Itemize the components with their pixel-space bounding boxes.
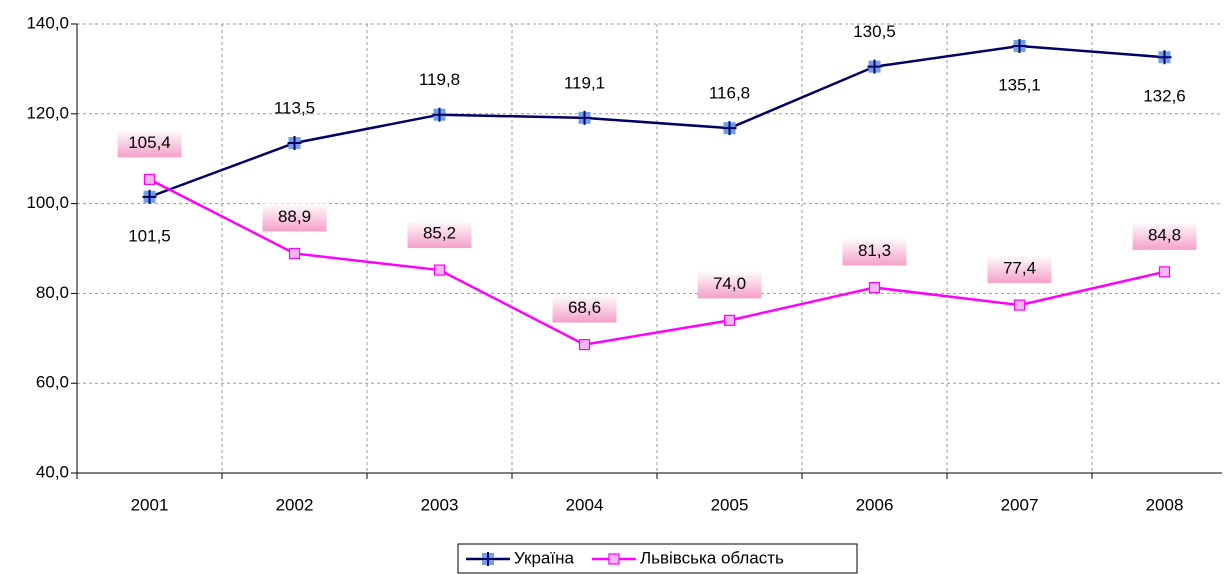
- x-tick-label: 2007: [1001, 495, 1039, 514]
- x-tick-label: 2005: [711, 495, 749, 514]
- marker-cross: [1012, 39, 1027, 54]
- data-label: 105,4: [128, 133, 171, 152]
- marker: [142, 189, 157, 204]
- x-tick-label: 2003: [421, 495, 459, 514]
- marker: [578, 338, 591, 351]
- legend: Україна Львівська область: [457, 543, 858, 574]
- marker: [723, 314, 736, 326]
- data-label: 68,6: [568, 298, 601, 317]
- series-line: [149, 44, 1165, 199]
- y-tick-label: 40,0: [36, 462, 69, 481]
- marker-cross: [287, 135, 302, 150]
- data-label: 132,6: [1143, 87, 1186, 106]
- data-label: 77,4: [1003, 259, 1036, 278]
- marker-cross: [142, 189, 157, 204]
- marker: [287, 135, 302, 150]
- marker: [143, 173, 156, 185]
- data-label-bg: [407, 220, 472, 249]
- legend-box: [457, 543, 858, 574]
- marker-cross: [867, 59, 882, 74]
- data-label-bg: [842, 237, 907, 266]
- data-label-bg: [552, 294, 617, 323]
- marker: [608, 553, 620, 565]
- data-label-bg: [987, 255, 1052, 284]
- data-label: 119,8: [419, 70, 460, 89]
- x-tick-label: 2006: [856, 495, 894, 514]
- marker: [1158, 266, 1171, 278]
- marker: [1013, 299, 1026, 311]
- x-tick-label: 2001: [131, 495, 169, 514]
- y-tick-label: 60,0: [36, 373, 69, 392]
- data-label: 130,5: [853, 22, 896, 41]
- marker: [868, 281, 881, 294]
- data-label-bg: [1132, 221, 1197, 250]
- marker-cross: [481, 552, 495, 566]
- legend-label: Україна: [514, 548, 574, 567]
- marker: [577, 110, 592, 125]
- data-label: 84,8: [1148, 225, 1181, 244]
- marker: [1012, 39, 1027, 54]
- data-label-bg: [697, 270, 762, 299]
- marker-cross: [722, 121, 737, 136]
- marker: [433, 264, 446, 276]
- data-label: 81,3: [858, 241, 891, 260]
- data-label: 74,0: [713, 274, 746, 293]
- data-label: 101,5: [128, 226, 171, 245]
- series-line: [148, 178, 1165, 346]
- data-label: 113,5: [274, 98, 315, 117]
- data-label: 135,1: [998, 75, 1041, 94]
- x-tick-label: 2004: [566, 495, 604, 514]
- x-tick-label: 2002: [276, 495, 314, 514]
- marker-cross: [432, 107, 447, 122]
- marker-cross: [577, 110, 592, 125]
- y-tick-label: 140,0: [26, 13, 69, 32]
- y-tick-label: 80,0: [36, 283, 69, 302]
- marker: [1157, 50, 1172, 65]
- y-tick-label: 120,0: [26, 103, 69, 122]
- data-label: 119,1: [564, 73, 605, 92]
- marker-cross: [1157, 50, 1172, 65]
- data-label: 85,2: [423, 224, 456, 243]
- data-label: 88,9: [278, 207, 311, 226]
- data-label: 116,8: [709, 84, 750, 103]
- marker: [288, 247, 301, 260]
- data-label-bg: [262, 203, 327, 232]
- marker: [722, 121, 737, 136]
- legend-label: Львівська область: [640, 548, 784, 567]
- data-label-bg: [117, 129, 182, 158]
- x-tick-label: 2008: [1146, 495, 1184, 514]
- y-tick-label: 100,0: [26, 193, 69, 212]
- marker: [481, 552, 495, 566]
- marker: [867, 59, 882, 74]
- marker: [432, 107, 447, 122]
